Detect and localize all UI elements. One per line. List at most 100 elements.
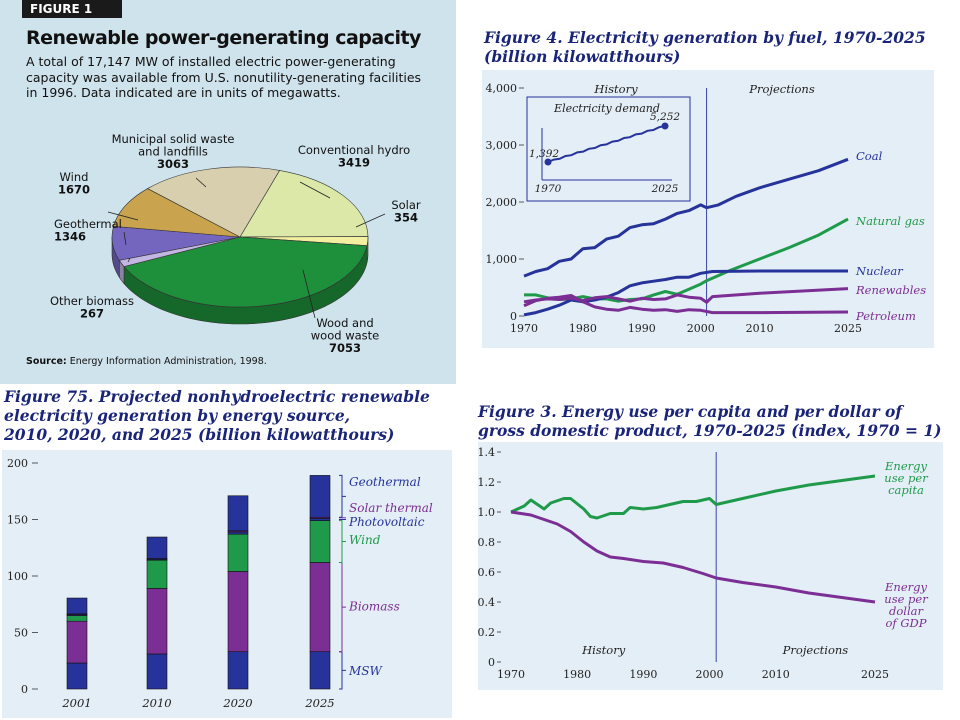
f3-history-label: History [581, 643, 626, 657]
f3-line-1 [510, 510, 876, 604]
pie-leader-5 [299, 181, 331, 199]
f4-inset-box [526, 96, 691, 202]
f75-bar-1-5 [146, 536, 168, 559]
pie-label-wood-2: 7053 [329, 341, 361, 355]
pie-leader-6 [355, 213, 386, 228]
figure3-title-line2: gross domestic product, 1970-2025 (index… [478, 421, 942, 440]
f4-xtick-label-2: 1990 [628, 322, 656, 335]
figure4-title: Figure 4. Electricity generation by fuel… [484, 28, 926, 66]
f75-bracket-5 [339, 474, 346, 518]
f75-bar-2-5 [227, 495, 249, 532]
pie-label-msw-2: 3063 [157, 157, 189, 171]
pie-label-msw-0: Municipal solid waste [112, 132, 235, 146]
figure4-chart: 0 1,000 2,000 3,000 4,000 1970 1980 1990 2000 201… [482, 70, 934, 348]
f75-bracket-2 [339, 520, 346, 563]
f3-projections-label: Projections [782, 643, 849, 657]
figure75-title: Figure 75. Projected nonhydroelectric re… [4, 387, 430, 444]
figure3-title: Figure 3. Energy use per capita and per … [478, 402, 941, 440]
f4-series-label-0: Coal [856, 149, 883, 163]
f3-series-label-0-0: Energy [884, 459, 927, 473]
f3-xtick-label-1: 1980 [563, 668, 591, 681]
figure75-title-line1: Figure 75. Projected nonhydroelectric re… [4, 387, 430, 406]
f75-bar-2-3 [227, 531, 249, 535]
f75-legend-1: Biomass [348, 600, 400, 614]
pie-leader-0 [195, 177, 207, 188]
f75-ytick-label-1: 50 [14, 627, 28, 640]
figure3-bg [478, 442, 943, 690]
f3-series-label-1-1: use per [884, 592, 929, 606]
f4-projections-label: Projections [748, 82, 815, 96]
pie-slice-0 [239, 170, 369, 238]
f4-inset-title: Electricity demand [553, 102, 660, 115]
f75-xlabel-0: 2001 [61, 696, 91, 710]
f4-xtick-label-1: 1980 [569, 322, 597, 335]
f75-bar-1-0 [146, 653, 168, 690]
f75-ytick-label-2: 100 [7, 570, 28, 583]
f3-ytick-label-3: 0.6 [478, 566, 495, 579]
source-label: Source: [26, 356, 67, 367]
f4-inset-end-label: 5,252 [650, 111, 680, 123]
f75-legend-5: Geothermal [349, 475, 421, 489]
f75-bar-0-5 [66, 597, 88, 615]
f75-bar-2-1 [227, 571, 249, 653]
pie-label-wind-0: Wind [60, 170, 89, 184]
f75-ytick-label-0: 0 [21, 683, 28, 696]
f4-series-label-1: Natural gas [855, 214, 925, 228]
f3-ytick-label-5: 1.0 [478, 506, 495, 519]
figure4-title-line2: (billion kilowatthours) [484, 47, 681, 66]
f75-legend-4: Solar thermal [349, 501, 433, 515]
f4-series-label-4: Petroleum [855, 309, 916, 323]
f3-ytick-label-0: 0 [488, 656, 495, 669]
f75-bar-3-0 [309, 651, 331, 690]
pie-leader-4 [302, 269, 316, 319]
pie-label-solar-1: 354 [394, 211, 418, 225]
f4-xtick-label-0: 1970 [510, 322, 538, 335]
pie-label-other-0: Other biomass [50, 294, 134, 308]
figure75-title-line2: electricity generation by energy source, [4, 406, 351, 425]
figure1-subtitle: A total of 17,147 MW of installed electr… [26, 54, 422, 100]
pie-label-msw-1: and landfills [138, 145, 208, 159]
pie-leader-2 [123, 231, 127, 246]
figure75-title-line3: 2010, 2020, and 2025 (billion kilowattho… [4, 425, 395, 444]
figure4-title-line1: Figure 4. Electricity generation by fuel… [484, 28, 926, 47]
pie-label-wind-1: 1670 [58, 183, 90, 197]
f3-series-label-1-0: Energy [884, 580, 927, 594]
f75-bar-3-5 [309, 475, 331, 518]
f4-history-label: History [593, 82, 638, 96]
f4-inset-start-label: 1,392 [529, 148, 559, 160]
pie-label-hydro-0: Conventional hydro [298, 143, 410, 157]
f75-bar-2-2 [227, 533, 249, 572]
f4-line-4 [523, 294, 849, 315]
f3-xtick-label-0: 1970 [497, 668, 525, 681]
f75-legend-2: Wind [349, 533, 381, 547]
figure4-bg [482, 70, 934, 348]
f4-xtick-label-4: 2010 [746, 322, 774, 335]
f75-xlabel-3: 2025 [304, 696, 334, 710]
f75-legend-3: Photovoltaic [348, 515, 425, 529]
f3-series-label-1-3: of GDP [886, 616, 927, 630]
f75-bar-3-3 [309, 518, 331, 521]
f4-inset-end-dot [661, 122, 669, 130]
f75-bar-0-0 [66, 662, 88, 690]
f3-ytick-label-4: 0.8 [478, 536, 495, 549]
f3-ytick-label-1: 0.2 [478, 626, 495, 639]
figure75-chart: 0 50 100 150 200 2001 2010 2020 2025 MSW Biomass Wi… [2, 450, 452, 718]
pie-slice-6 [146, 166, 281, 238]
pie-label-wood-1: wood waste [311, 329, 379, 343]
pie-label-geo-0: Geothermal [54, 217, 122, 231]
f4-ytick-label-2: 2,000 [486, 196, 518, 209]
f4-inset-start-dot [544, 158, 552, 166]
figure1-source: Source: Energy Information Administratio… [26, 356, 267, 367]
f75-bar-0-2 [66, 615, 88, 622]
f75-bar-3-2 [309, 520, 331, 563]
pie-label-other-1: 267 [80, 307, 104, 321]
f3-ytick-label-2: 0.4 [478, 596, 495, 609]
f3-xtick-label-3: 2000 [696, 668, 724, 681]
figure1-panel: FIGURE 1 Renewable power-generating capa… [0, 0, 456, 384]
f3-ytick-label-6: 1.2 [478, 476, 495, 489]
f3-series-label-0-1: use per [884, 471, 929, 485]
pie-leader-3 [127, 257, 131, 263]
figure3-title-line1: Figure 3. Energy use per capita and per … [478, 402, 903, 421]
pie-label-hydro-1: 3419 [338, 156, 370, 170]
figure3-chart: 0 0.2 0.4 0.6 0.8 1.0 1.2 1.4 1970 1980 1990 2000 20… [478, 442, 943, 690]
